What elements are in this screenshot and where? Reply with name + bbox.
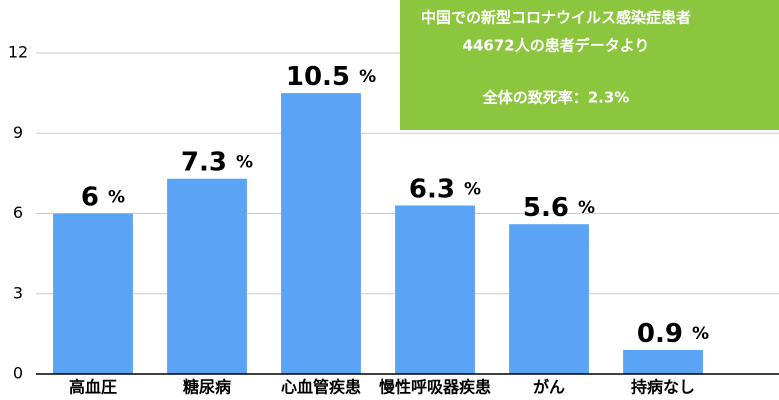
value-label: 10.5 % [286, 62, 376, 92]
y-tick-label: 9 [13, 123, 23, 142]
value-label: 6.3 % [409, 174, 481, 204]
bar [395, 205, 475, 374]
bar [167, 178, 247, 374]
bar [53, 213, 133, 374]
annotation: 全体の致死率：2.3% [482, 89, 630, 107]
y-tick-label: 0 [13, 364, 23, 383]
value-label: 0.9 % [637, 318, 709, 348]
bar [509, 224, 589, 374]
x-tick-label: がん [533, 378, 565, 397]
y-tick-label: 3 [13, 283, 23, 302]
value-label: 5.6 % [523, 193, 595, 223]
x-tick-label: 糖尿病 [183, 378, 231, 397]
value-label: 7.3 % [181, 147, 253, 177]
x-tick-label: 慢性呼吸器疾患 [379, 378, 491, 397]
annotation: 44672人の患者データより [463, 37, 650, 55]
y-tick-label: 12 [8, 43, 28, 62]
x-tick-label: 持病なし [631, 378, 695, 397]
x-tick-label: 心血管疾患 [281, 378, 361, 397]
bar [623, 349, 703, 374]
y-tick-label: 6 [13, 203, 23, 222]
annotation-box [400, 0, 779, 130]
x-tick-label: 高血圧 [69, 378, 117, 397]
bar [281, 93, 361, 374]
value-label: 6 % [81, 182, 125, 212]
annotation: 中国での新型コロナウイルス感染症患者 [421, 9, 691, 27]
